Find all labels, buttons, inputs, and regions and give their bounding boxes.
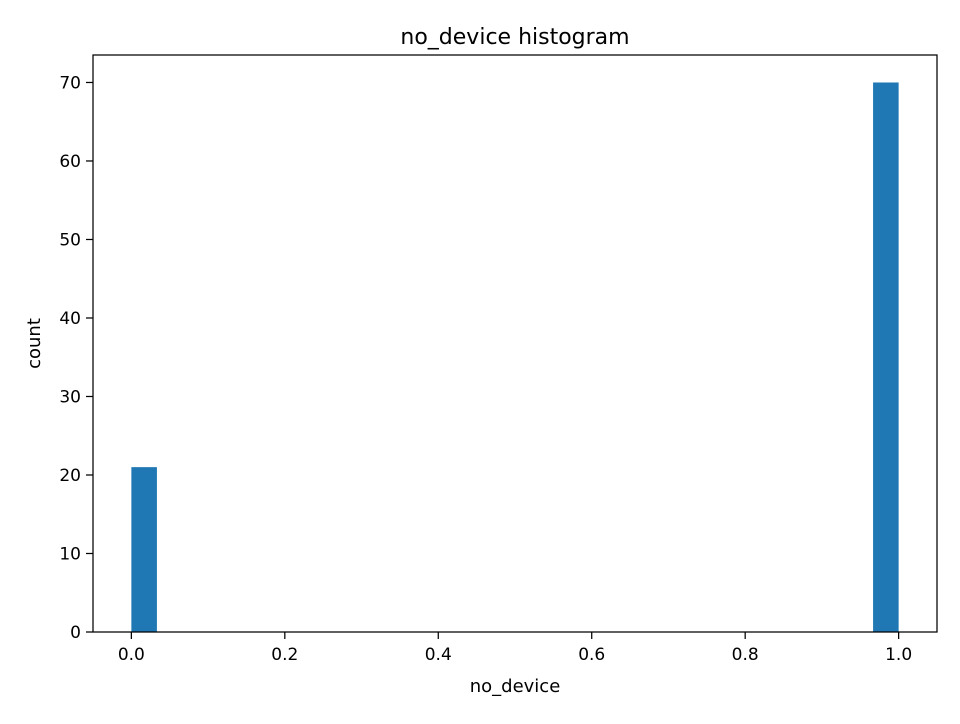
- x-tick-label: 0.6: [578, 645, 605, 665]
- y-tick-label: 20: [59, 466, 81, 486]
- x-axis-ticks: 0.0 0.2 0.4 0.6 0.8 1.0: [118, 632, 912, 665]
- y-tick-label: 0: [70, 623, 81, 643]
- x-tick-label: 0.8: [732, 645, 759, 665]
- x-tick-label: 0.4: [425, 645, 452, 665]
- y-tick-label: 50: [59, 230, 81, 250]
- y-axis-ticks: 0 10 20 30 40 50 60 70: [59, 73, 93, 643]
- x-tick-label: 0.2: [271, 645, 298, 665]
- y-tick-label: 60: [59, 152, 81, 172]
- x-tick-label: 0.0: [118, 645, 145, 665]
- axes-frame: [92, 54, 938, 633]
- chart-title: no_device histogram: [400, 25, 629, 50]
- y-tick-label: 40: [59, 309, 81, 329]
- histogram-bar-0: [131, 467, 157, 632]
- bars-layer: [131, 82, 899, 632]
- y-tick-label: 70: [59, 73, 81, 93]
- y-tick-label: 10: [59, 544, 81, 564]
- x-axis-label: no_device: [470, 676, 561, 697]
- y-tick-label: 30: [59, 387, 81, 407]
- y-axis-label: count: [24, 318, 45, 369]
- histogram-bar-1: [873, 82, 899, 632]
- x-tick-label: 1.0: [885, 645, 912, 665]
